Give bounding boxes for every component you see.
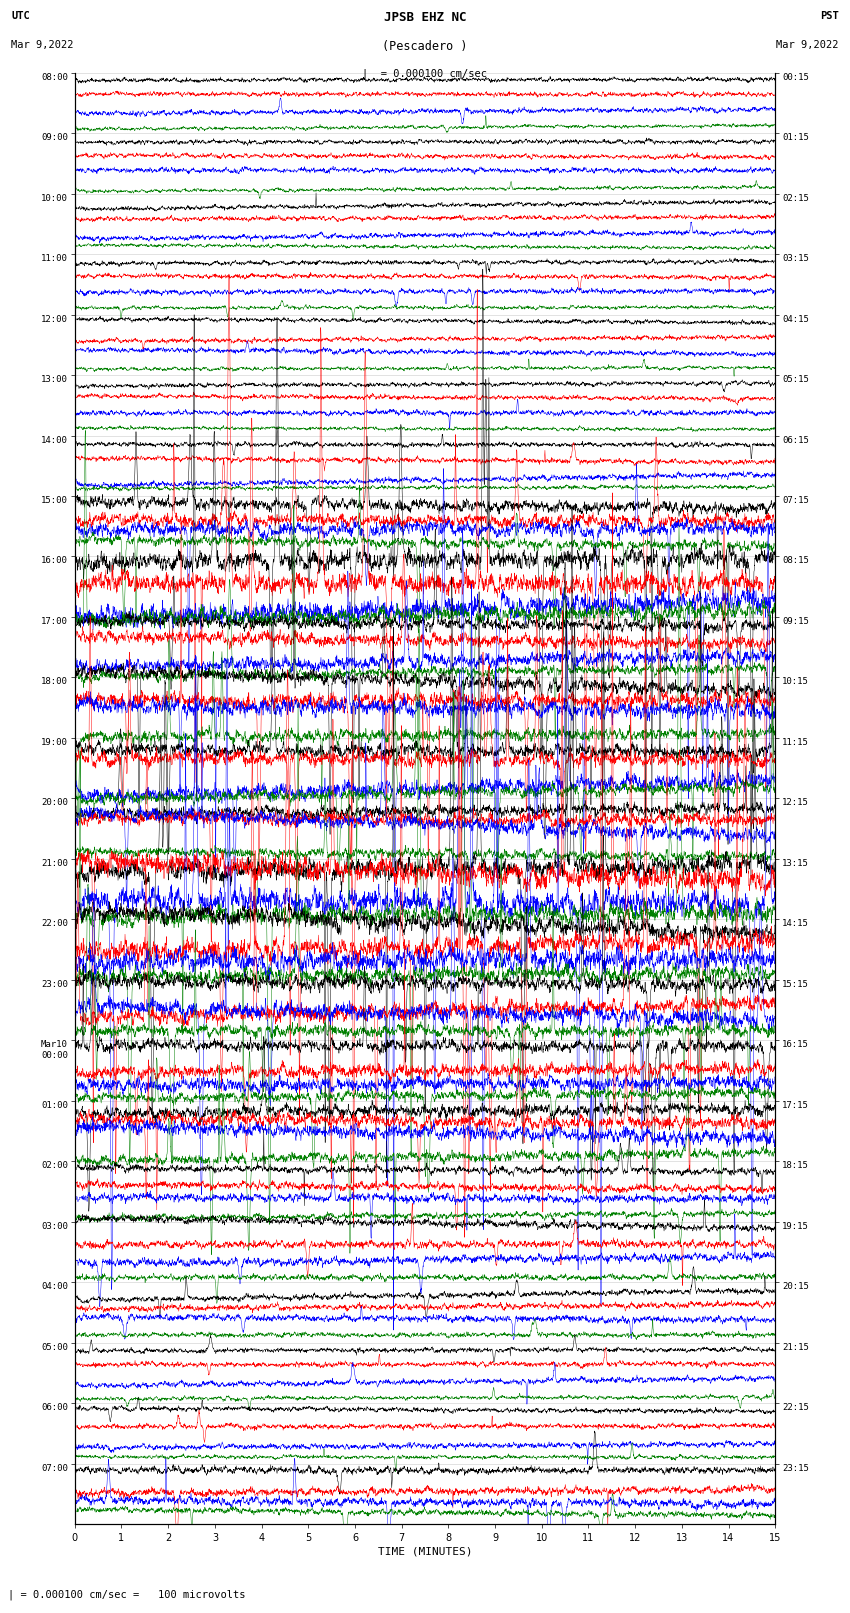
X-axis label: TIME (MINUTES): TIME (MINUTES)	[377, 1547, 473, 1557]
Text: (Pescadero ): (Pescadero )	[382, 40, 468, 53]
Text: Mar 9,2022: Mar 9,2022	[776, 40, 839, 50]
Text: Mar 9,2022: Mar 9,2022	[11, 40, 74, 50]
Text: |  = 0.000100 cm/sec: | = 0.000100 cm/sec	[362, 69, 488, 79]
Text: JPSB EHZ NC: JPSB EHZ NC	[383, 11, 467, 24]
Text: | = 0.000100 cm/sec =   100 microvolts: | = 0.000100 cm/sec = 100 microvolts	[8, 1589, 246, 1600]
Text: UTC: UTC	[11, 11, 30, 21]
Text: PST: PST	[820, 11, 839, 21]
